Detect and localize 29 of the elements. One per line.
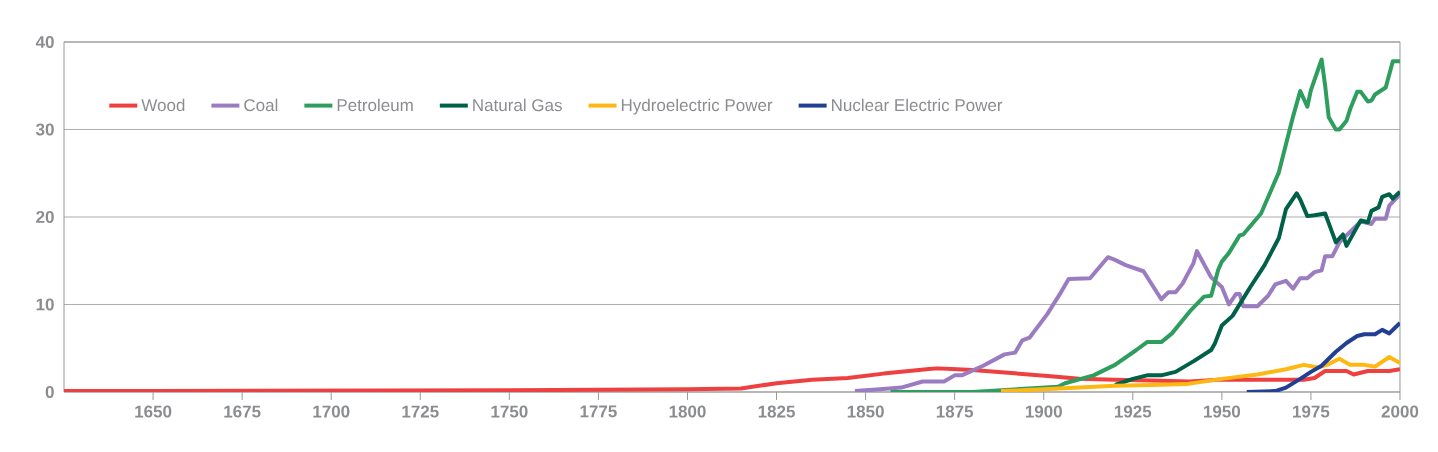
x-tick-label: 1650 [135, 405, 172, 418]
x-tick-label: 1825 [758, 405, 795, 418]
x-tick-label: 1700 [313, 405, 350, 418]
x-tick-label: 1725 [402, 405, 439, 418]
legend-label: Nuclear Electric Power [832, 98, 1003, 112]
legend-label: Wood [141, 98, 185, 112]
x-tick-label: 1750 [491, 405, 528, 418]
x-tick-label: 2000 [1381, 405, 1419, 418]
x-tick-label: 1950 [1204, 405, 1241, 418]
x-tick-label: 1900 [1025, 405, 1062, 418]
y-tick-label: 40 [35, 35, 54, 49]
line-series [888, 57, 1400, 392]
legend-label: Hydroelectric Power [621, 98, 773, 115]
x-tick-label: 1800 [669, 405, 706, 418]
x-tick-label: 1925 [1114, 405, 1152, 418]
line-series [1112, 189, 1400, 387]
x-tick-label: 1775 [580, 405, 617, 418]
x-tick-label: 1975 [1293, 405, 1330, 418]
y-tick-label: 10 [36, 298, 54, 311]
legend-label: Petroleum [337, 98, 413, 112]
x-tick-label: 1675 [224, 405, 261, 418]
y-tick-label: 0 [45, 385, 54, 399]
y-tick-label: 30 [35, 123, 54, 136]
x-tick-label: 1850 [847, 405, 884, 418]
line-series [1244, 320, 1400, 392]
legend-label: Natural Gas [473, 98, 562, 112]
legend-label: Coal [244, 98, 278, 112]
y-tick-label: 20 [36, 210, 54, 224]
x-tick-label: 1875 [936, 405, 974, 418]
